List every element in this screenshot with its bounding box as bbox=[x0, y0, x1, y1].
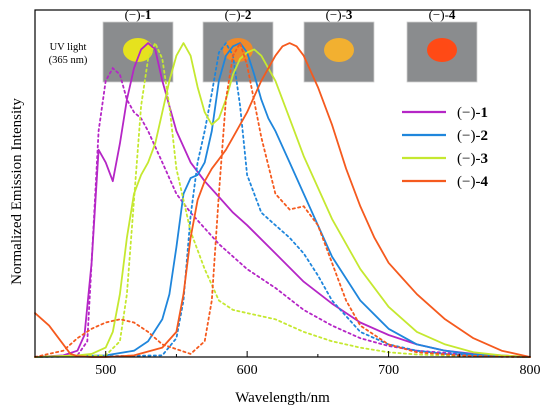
powder-highlight bbox=[327, 41, 345, 55]
photo-label-prefix: (−)- bbox=[429, 7, 449, 22]
photo-frame bbox=[303, 21, 375, 83]
legend-entry-3: (−)-3 bbox=[402, 151, 488, 167]
photo-3: (−)-3 bbox=[303, 7, 375, 83]
photo-label-number: 2 bbox=[245, 7, 252, 22]
photo-strip: (−)-1 (−)-2 (−)-3 (−)-4 bbox=[102, 7, 478, 83]
photo-label: (−)-2 bbox=[225, 7, 252, 22]
series-3-dotted bbox=[34, 40, 531, 358]
photo-2: (−)-2 bbox=[202, 7, 274, 83]
series-1-dotted bbox=[34, 66, 531, 358]
photo-frame bbox=[202, 21, 274, 83]
series-layer bbox=[34, 40, 531, 358]
powder-highlight bbox=[430, 41, 448, 55]
axes: 500 600 700 800 Wavelength/nm Normalized Emis… bbox=[9, 9, 541, 406]
photo-label-number: 3 bbox=[346, 7, 353, 22]
series-3-solid bbox=[34, 42, 531, 358]
photo-label: (−)-4 bbox=[429, 7, 456, 22]
photo-label-prefix: (−)- bbox=[125, 7, 145, 22]
photo-1: (−)-1 bbox=[102, 7, 174, 83]
series-2-dotted bbox=[34, 41, 531, 358]
legend-label: (−)-4 bbox=[457, 174, 488, 190]
legend-label-number: 4 bbox=[480, 174, 488, 190]
photo-frame bbox=[406, 21, 478, 83]
series-2-solid bbox=[34, 42, 531, 358]
y-axis-title: Normalized Emission Intensity bbox=[9, 98, 25, 285]
legend-entry-4: (−)-4 bbox=[402, 174, 488, 190]
legend-label-prefix: (−)- bbox=[457, 105, 480, 121]
legend-label-number: 3 bbox=[480, 151, 488, 167]
photo-4: (−)-4 bbox=[406, 7, 478, 83]
legend-label: (−)-2 bbox=[457, 128, 488, 144]
uv-note: UV light (365 nm) bbox=[49, 42, 88, 66]
photo-label: (−)-3 bbox=[326, 7, 353, 22]
legend-label-number: 1 bbox=[480, 105, 488, 121]
x-axis-title: Wavelength/nm bbox=[235, 390, 330, 406]
photo-label: (−)-1 bbox=[125, 7, 152, 22]
photo-label-number: 4 bbox=[449, 7, 456, 22]
series-4-solid bbox=[34, 42, 531, 358]
legend-label-prefix: (−)- bbox=[457, 151, 480, 167]
x-tick-label: 800 bbox=[520, 363, 541, 378]
uv-note-line: UV light bbox=[50, 42, 87, 53]
powder-highlight bbox=[126, 41, 144, 55]
photo-label-prefix: (−)- bbox=[225, 7, 245, 22]
x-tick-label: 600 bbox=[237, 363, 258, 378]
x-tick-label: 500 bbox=[95, 363, 116, 378]
plot-frame bbox=[34, 9, 531, 358]
x-tick-label: 700 bbox=[378, 363, 399, 378]
photo-label-number: 1 bbox=[145, 7, 152, 22]
legend: (−)-1(−)-2(−)-3(−)-4 bbox=[402, 105, 488, 190]
legend-label-prefix: (−)- bbox=[457, 174, 480, 190]
legend-label: (−)-3 bbox=[457, 151, 488, 167]
photo-label-prefix: (−)- bbox=[326, 7, 346, 22]
legend-entry-1: (−)-1 bbox=[402, 105, 488, 121]
legend-label-number: 2 bbox=[480, 128, 488, 144]
series-1-solid bbox=[34, 42, 531, 358]
photo-frame bbox=[102, 21, 174, 83]
legend-label-prefix: (−)- bbox=[457, 128, 480, 144]
series-4-dotted bbox=[34, 40, 531, 358]
legend-label: (−)-1 bbox=[457, 105, 488, 121]
uv-note-line: (365 nm) bbox=[49, 55, 88, 66]
legend-entry-2: (−)-2 bbox=[402, 128, 488, 144]
